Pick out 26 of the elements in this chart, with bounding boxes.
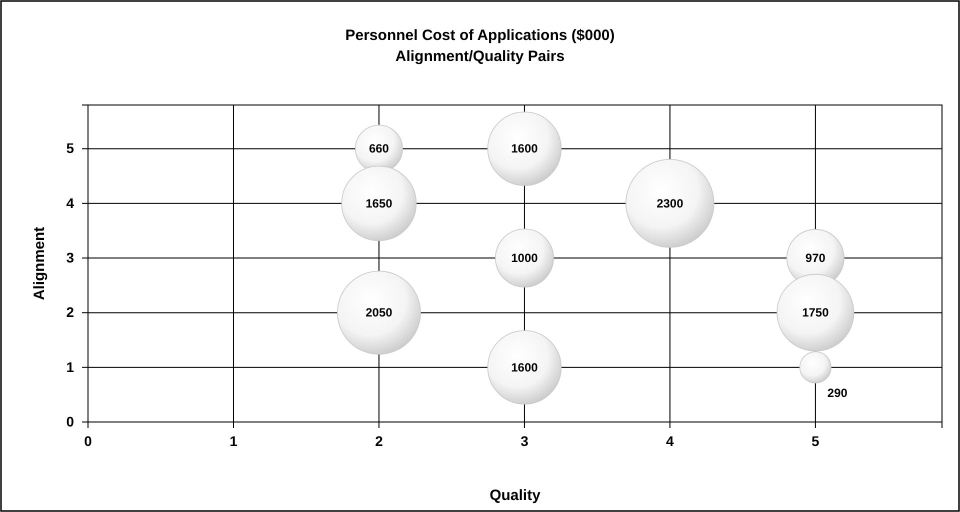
annotation: 1650 [366,196,393,210]
y-tick-label: 4 [66,194,74,211]
x-tick-label: 3 [520,432,529,449]
annotation: 1600 [511,142,538,156]
annotation: 1750 [802,306,830,320]
x-tick-label: 5 [812,432,820,449]
annotation: 2300 [656,196,684,210]
y-tick-label: 0 [66,413,74,430]
annotation: 290 [827,386,848,400]
x-axis-title: Quality [490,487,542,504]
x-tick-label: 2 [375,432,384,449]
annotation: 2050 [366,306,393,320]
annotation: 660 [368,142,390,156]
y-tick-label: 5 [66,140,74,156]
x-tick-label: 4 [666,432,674,449]
y-tick-label: 3 [66,250,74,266]
x-tick-label: 0 [84,432,92,449]
annotation: 970 [805,251,826,266]
chart-subtitle: Alignment/Quality Pairs [395,48,565,65]
y-axis-title: Alignment [31,226,48,300]
chart-title: Personnel Cost of Applications ($000) [345,27,615,44]
x-tick-label: 1 [230,432,238,449]
annotation: 1600 [511,360,538,374]
y-tick-label: 1 [66,358,74,375]
y-tick-label: 2 [66,304,74,320]
annotation: 1000 [511,251,538,266]
